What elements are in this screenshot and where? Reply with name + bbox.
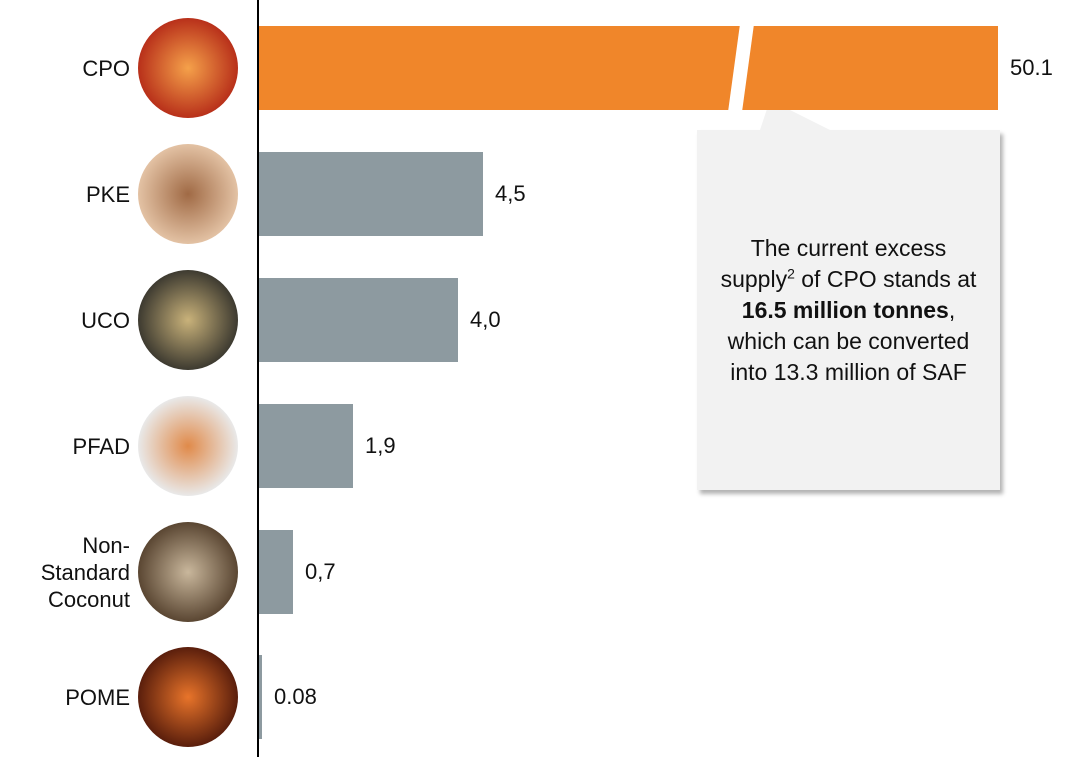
callout-part: of CPO stands at [794,265,977,292]
value-label: 4,0 [470,307,501,332]
category-label: POME [65,684,130,710]
category-label: PFAD [72,433,130,459]
callout-part: , which can be converted into 13.3 milli… [727,296,970,385]
axis-break [728,24,754,112]
icon [138,396,238,496]
icons [138,18,238,747]
category-label: PKE [85,181,130,207]
bar [258,404,353,488]
value-label: 1,9 [365,433,396,458]
callout-text: The current excess supply2 of CPO stands… [719,233,978,388]
icon [138,522,238,622]
bar [258,26,998,110]
bar [258,152,483,236]
icon [138,144,238,244]
value-label: 4,5 [495,181,526,206]
bar [258,655,262,739]
icon [138,647,238,747]
value-label: 0,7 [305,559,336,584]
callout-part: 16.5 million tonnes [741,296,949,323]
bar [258,278,458,362]
icon [138,18,238,118]
category-label: Non-Standard Coconut [40,532,130,612]
category-label: UCO [81,307,130,333]
value-label: 50.1 [1010,55,1053,80]
category-label: CPO [82,55,130,81]
callout: The current excess supply2 of CPO stands… [697,130,1000,490]
icon [138,270,238,370]
bar [258,530,293,614]
callout-part: 2 [787,264,795,281]
callout-part: The current excess supply [720,234,947,292]
value-label: 0.08 [274,684,317,709]
